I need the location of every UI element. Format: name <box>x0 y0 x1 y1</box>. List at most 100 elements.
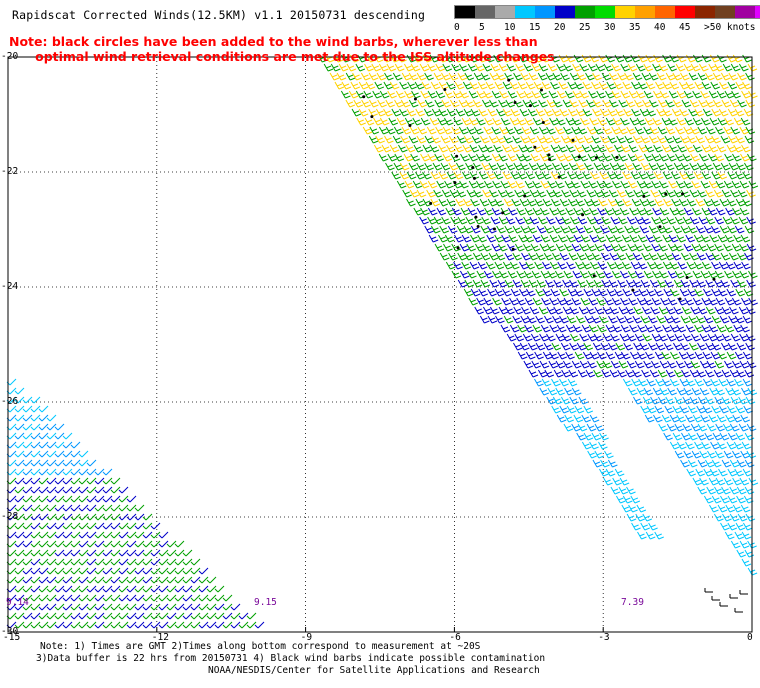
wind-barb <box>739 540 750 549</box>
wind-barb <box>455 198 466 207</box>
wind-barb <box>479 198 490 207</box>
wind-barb <box>641 252 651 261</box>
wind-barb <box>596 360 606 369</box>
wind-barb <box>732 504 743 513</box>
wind-barb <box>414 81 425 90</box>
wind-barb <box>403 153 414 162</box>
wind-barb <box>572 270 583 279</box>
wind-barb <box>364 117 375 126</box>
wind-barb <box>500 180 511 189</box>
wind-barb <box>30 405 41 413</box>
wind-barb <box>675 153 685 162</box>
latitude-label: -22 <box>1 166 19 177</box>
wind-barb <box>415 198 426 207</box>
wind-barb <box>726 144 737 153</box>
wind-barb <box>735 198 746 207</box>
latitude-label: -24 <box>1 281 19 292</box>
wind-barb <box>735 135 745 144</box>
wind-barb <box>697 342 707 351</box>
wind-barb <box>54 576 65 584</box>
wind-barb <box>604 297 614 306</box>
wind-barb <box>614 54 625 63</box>
wind-barb <box>519 108 530 117</box>
wind-barb <box>663 342 674 351</box>
wind-barb <box>658 189 668 198</box>
wind-barb <box>652 63 662 72</box>
wind-barb <box>699 387 710 396</box>
wind-barb <box>222 621 233 629</box>
wind-barb <box>683 207 694 216</box>
wind-barb <box>102 504 113 512</box>
wind-barb <box>669 441 680 450</box>
wind-barb <box>38 432 49 440</box>
wind-barb <box>599 108 610 117</box>
wind-barb <box>685 234 695 243</box>
wind-barb <box>628 504 638 513</box>
wind-barb <box>70 585 81 593</box>
wind-barb <box>54 594 65 602</box>
wind-barb <box>62 477 73 485</box>
wind-barb <box>645 54 656 63</box>
wind-barb <box>398 144 408 153</box>
wind-barb <box>540 144 551 153</box>
wind-barb <box>376 72 387 81</box>
wind-barb <box>534 378 544 387</box>
wind-barb <box>150 576 161 584</box>
wind-barb <box>158 531 169 539</box>
wind-barb <box>684 297 695 306</box>
wind-barb <box>509 324 520 333</box>
wind-barb <box>46 477 57 485</box>
contamination-dot <box>507 78 511 82</box>
wind-barb <box>582 171 592 180</box>
wind-barb <box>744 459 755 468</box>
wind-barb <box>615 225 625 234</box>
wind-barb <box>627 153 638 162</box>
wind-barb <box>692 297 703 306</box>
wind-barb <box>589 117 599 126</box>
wind-barb <box>22 549 33 557</box>
contamination-dot <box>501 211 505 215</box>
wind-barb <box>483 270 494 279</box>
wind-barb <box>636 387 647 396</box>
wind-barb <box>662 81 672 90</box>
wind-barb <box>46 468 57 476</box>
wind-barb <box>451 270 462 279</box>
wind-barb <box>688 72 699 81</box>
wind-barb <box>54 513 65 521</box>
wind-barb <box>473 126 484 135</box>
wind-barb <box>487 288 497 297</box>
wind-barb <box>713 369 724 378</box>
contamination-dot <box>443 87 447 91</box>
wind-barb <box>721 99 732 108</box>
wind-barb <box>520 135 530 144</box>
wind-barb <box>711 252 722 261</box>
wind-barb <box>669 288 680 297</box>
wind-barb <box>110 531 121 539</box>
wind-barb <box>385 126 396 135</box>
wind-barb <box>633 396 643 405</box>
wind-barb <box>126 594 137 602</box>
wind-barb <box>512 279 523 288</box>
wind-barb <box>14 612 25 620</box>
wind-barb <box>465 99 475 108</box>
wind-barb <box>529 189 540 198</box>
wind-barb <box>616 315 626 324</box>
wind-barb <box>110 621 121 629</box>
wind-barb <box>174 549 185 557</box>
wind-barb <box>633 342 643 351</box>
wind-barb <box>651 360 661 369</box>
wind-barb <box>589 441 599 450</box>
wind-barb <box>685 378 696 387</box>
wind-barb <box>731 387 742 396</box>
wind-barb <box>126 513 137 521</box>
wind-barb <box>637 324 647 333</box>
wind-barb <box>727 495 738 504</box>
wind-barb <box>222 603 233 611</box>
wind-barb <box>712 162 723 171</box>
map-title: Rapidscat Corrected Winds(12.5KM) v1.1 2… <box>12 8 426 22</box>
wind-barb <box>710 225 721 234</box>
legend-swatch <box>735 6 755 18</box>
wind-barb <box>601 162 611 171</box>
wind-barb <box>490 216 501 225</box>
